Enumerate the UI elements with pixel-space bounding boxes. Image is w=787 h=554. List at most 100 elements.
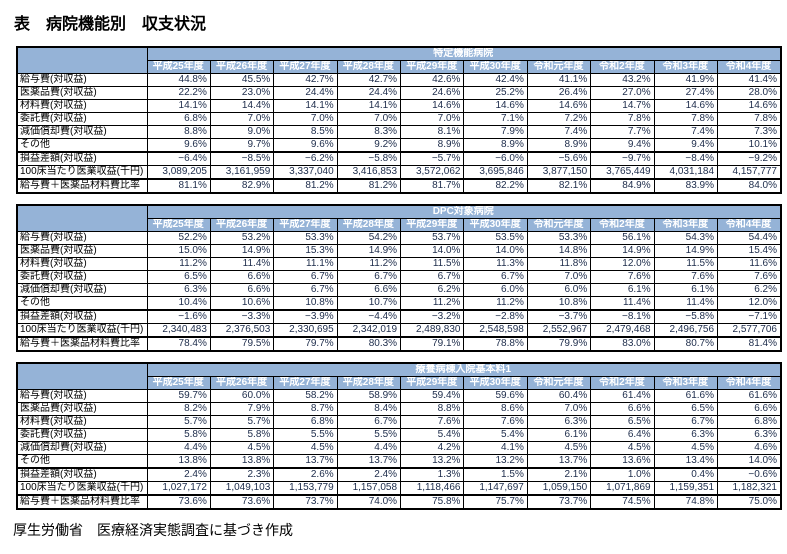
value-cell: 4.5%: [653, 441, 719, 455]
value-cell: 80.7%: [653, 336, 719, 352]
value-cell: 10.8%: [526, 296, 592, 311]
table-row: 給与費(対収益) 52.2% 53.2% 53.3% 54.2% 53.7% 53.5% 53…: [16, 231, 782, 245]
value-cell: 42.6%: [400, 73, 465, 87]
value-cell: 6.8%: [273, 415, 338, 429]
value-cell: 6.6%: [336, 283, 402, 297]
value-cell: 52.2%: [146, 231, 211, 245]
year-header-cell: 平成27年度: [273, 218, 338, 232]
value-cell: 78.4%: [146, 336, 211, 352]
value-cell: 9.6%: [273, 138, 338, 153]
value-cell: 53.5%: [463, 231, 528, 245]
value-cell: 27.0%: [590, 86, 655, 100]
value-cell: −1.6%: [146, 309, 211, 324]
value-cell: 6.7%: [463, 270, 528, 284]
table-row: 給与費(対収益) 44.8% 45.5% 42.7% 42.7% 42.6% 42.4% 41…: [16, 73, 782, 87]
value-cell: 42.7%: [273, 73, 338, 87]
row-label: 給与費＋医薬品材料費比率: [16, 178, 148, 194]
value-cell: 13.4%: [653, 454, 719, 469]
value-cell: 8.3%: [336, 125, 402, 139]
value-cell: 3,877,150: [526, 165, 592, 180]
value-cell: 7.0%: [209, 112, 275, 126]
value-cell: 61.6%: [717, 389, 782, 403]
row-label: 給与費(対収益): [16, 231, 148, 245]
value-cell: −5.8%: [336, 151, 402, 166]
value-cell: 80.3%: [336, 336, 402, 352]
value-cell: 79.7%: [273, 336, 338, 352]
value-cell: 6.0%: [463, 283, 528, 297]
value-cell: 14.0%: [717, 454, 782, 469]
year-header-cell: 令和元年度: [526, 376, 592, 390]
value-cell: 9.0%: [209, 125, 275, 139]
corner-cell: [16, 204, 148, 232]
value-cell: 53.2%: [209, 231, 275, 245]
table-row: 減価償却費(対収益) 6.3% 6.6% 6.7% 6.6% 6.2% 6.0% 6.0% 6.…: [16, 283, 782, 297]
year-header-cell: 令和4年度: [717, 376, 782, 390]
value-cell: 60.4%: [526, 389, 592, 403]
row-label: 100床当たり医業収益(千円): [16, 323, 148, 338]
value-cell: 7.9%: [463, 125, 528, 139]
row-label: 医薬品費(対収益): [16, 86, 148, 100]
value-cell: 1,153,779: [273, 481, 338, 496]
value-cell: 2.4%: [146, 467, 211, 482]
year-header-cell: 平成28年度: [336, 60, 402, 74]
value-cell: 1,118,466: [400, 481, 465, 496]
row-label: 減価償却費(対収益): [16, 125, 148, 139]
value-cell: 7.6%: [463, 415, 528, 429]
value-cell: 54.2%: [336, 231, 402, 245]
value-cell: 1.0%: [590, 467, 655, 482]
table-row: 100床当たり医業収益(千円) 3,089,205 3,161,959 3,337,0…: [16, 165, 782, 180]
value-cell: 6.7%: [653, 415, 719, 429]
value-cell: 73.6%: [209, 494, 275, 510]
value-cell: 11.2%: [400, 296, 465, 311]
value-cell: 14.1%: [336, 99, 402, 113]
value-cell: −8.5%: [209, 151, 275, 166]
row-label: その他: [16, 454, 148, 469]
value-cell: 14.1%: [273, 99, 338, 113]
value-cell: 3,765,449: [590, 165, 655, 180]
value-cell: 2,489,830: [400, 323, 465, 338]
value-cell: 13.2%: [463, 454, 528, 469]
value-cell: 6.6%: [717, 402, 782, 416]
value-cell: 53.3%: [273, 231, 338, 245]
value-cell: 11.4%: [590, 296, 655, 311]
value-cell: 7.8%: [653, 112, 719, 126]
value-cell: 79.1%: [400, 336, 465, 352]
value-cell: 74.5%: [590, 494, 655, 510]
row-label: 損益差額(対収益): [16, 467, 148, 482]
value-cell: 7.8%: [590, 112, 655, 126]
value-cell: 5.4%: [400, 428, 465, 442]
value-cell: 8.9%: [400, 138, 465, 153]
value-cell: 14.6%: [526, 99, 592, 113]
value-cell: 60.0%: [209, 389, 275, 403]
table-row: 材料費(対収益) 11.2% 11.4% 11.1% 11.2% 11.5% 11.3% 11…: [16, 257, 782, 271]
value-cell: 1.3%: [400, 467, 465, 482]
value-cell: 6.8%: [717, 415, 782, 429]
year-header-cell: 平成26年度: [209, 376, 275, 390]
value-cell: 15.4%: [717, 244, 782, 258]
value-cell: 2,376,503: [209, 323, 275, 338]
value-cell: 3,572,062: [400, 165, 465, 180]
value-cell: 53.7%: [400, 231, 465, 245]
year-header-cell: 令和2年度: [590, 60, 655, 74]
value-cell: 5.4%: [463, 428, 528, 442]
table-group-title: 特定機能病院: [146, 46, 782, 61]
value-cell: 9.7%: [209, 138, 275, 153]
value-cell: 73.6%: [146, 494, 211, 510]
value-cell: 82.2%: [463, 178, 528, 194]
year-header-cell: 令和2年度: [590, 376, 655, 390]
value-cell: 13.8%: [146, 454, 211, 469]
value-cell: 1,147,697: [463, 481, 528, 496]
row-label: 委託費(対収益): [16, 270, 148, 284]
table-row: その他 9.6% 9.7% 9.6% 9.2% 8.9% 8.9% 8.9% 9.4% 9.4% 1…: [16, 138, 782, 153]
year-header-cell: 令和4年度: [717, 218, 782, 232]
value-cell: 42.4%: [463, 73, 528, 87]
value-cell: 3,089,205: [146, 165, 211, 180]
value-cell: 81.1%: [146, 178, 211, 194]
table-row: 医薬品費(対収益) 8.2% 7.9% 8.7% 8.4% 8.8% 8.6% 7.0% 6.6…: [16, 402, 782, 416]
value-cell: 7.0%: [400, 112, 465, 126]
value-cell: 4.5%: [273, 441, 338, 455]
table-row: 減価償却費(対収益) 4.4% 4.5% 4.5% 4.4% 4.2% 4.1% 4.5% 4.…: [16, 441, 782, 455]
value-cell: 11.6%: [717, 257, 782, 271]
value-cell: 4.2%: [400, 441, 465, 455]
value-cell: 11.4%: [653, 296, 719, 311]
